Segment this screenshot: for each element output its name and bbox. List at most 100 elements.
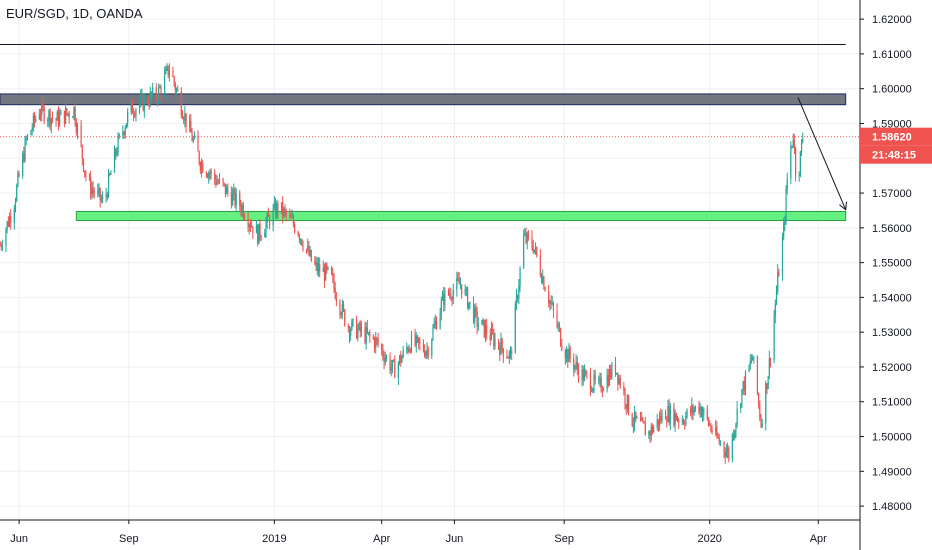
candle-up	[742, 381, 744, 390]
candle-up	[272, 208, 274, 226]
candle-up	[367, 332, 370, 334]
candle-down	[373, 338, 376, 348]
candle-down	[99, 188, 101, 201]
candle-down	[673, 405, 675, 426]
candle-up	[500, 338, 502, 355]
candle-up	[534, 246, 537, 250]
candle-series	[0, 63, 804, 464]
candle-up	[592, 388, 594, 392]
candle-up	[441, 293, 444, 301]
candle-down	[564, 350, 566, 359]
candle-down	[644, 423, 646, 436]
candle-up	[768, 358, 770, 377]
candle-down	[75, 123, 77, 133]
candle-down	[316, 262, 318, 272]
candle-down	[418, 337, 420, 343]
candle-up	[315, 262, 317, 265]
candle-up	[767, 376, 769, 389]
candle-down	[285, 210, 287, 215]
candle-down	[732, 434, 735, 439]
candle-down	[743, 381, 745, 391]
candle-down	[267, 213, 269, 217]
candle-down	[88, 177, 91, 179]
candle-down	[690, 409, 692, 414]
candle-up	[641, 418, 643, 421]
candle-down	[649, 431, 651, 436]
candle-up	[210, 170, 212, 174]
candle-down	[10, 216, 12, 223]
candle-down	[643, 421, 645, 424]
y-tick-label: 1.55000	[872, 258, 912, 270]
candle-up	[98, 188, 100, 191]
candle-down	[552, 303, 555, 311]
candle-up	[291, 217, 293, 219]
drawing-lines[interactable]	[0, 44, 847, 211]
candle-down	[422, 343, 425, 351]
candle-up	[264, 232, 266, 238]
candle-up	[799, 151, 801, 175]
candle-down	[173, 76, 175, 84]
candle-down	[148, 103, 150, 106]
resistance-zone[interactable]	[0, 93, 847, 106]
candle-down	[147, 97, 149, 104]
candle-up	[341, 303, 343, 316]
candle-down	[610, 369, 612, 378]
candle-down	[666, 419, 668, 422]
candle-down	[539, 255, 541, 276]
y-tick-label: 1.49000	[872, 466, 912, 478]
candle-up	[276, 202, 278, 217]
y-tick-label: 1.57000	[872, 188, 912, 200]
candle-down	[301, 239, 303, 245]
candle-up	[425, 351, 427, 357]
candle-down	[716, 427, 718, 437]
candle-up	[449, 293, 451, 295]
candle-down	[458, 279, 460, 285]
candle-down	[359, 322, 361, 332]
candle-up	[73, 107, 75, 118]
x-tick-label: 2020	[697, 533, 721, 545]
candle-down	[728, 448, 730, 459]
y-tick-label: 1.54000	[872, 292, 912, 304]
candle-down	[222, 178, 224, 184]
candle-down	[624, 390, 626, 405]
candle-up	[60, 110, 62, 115]
candle-up	[141, 94, 143, 97]
candle-up	[350, 329, 352, 336]
candle-up	[390, 367, 392, 371]
candle-up	[477, 324, 479, 327]
candle-down	[532, 246, 534, 253]
candle-up	[469, 301, 471, 303]
forecast-arrow[interactable]	[797, 97, 847, 210]
x-tick-label: 2019	[262, 533, 286, 545]
candle-up	[734, 430, 736, 439]
candle-up	[184, 113, 186, 121]
candle-up	[802, 138, 804, 142]
axes[interactable]: 1.620001.610001.600001.590001.580001.570…	[0, 0, 912, 550]
candle-up	[130, 101, 132, 112]
candle-up	[551, 303, 553, 305]
candle-down	[23, 153, 25, 161]
candle-down	[305, 249, 308, 251]
candle-down	[558, 325, 561, 329]
candle-up	[72, 117, 74, 119]
candle-up	[701, 413, 704, 417]
support-zone[interactable]	[75, 210, 847, 222]
candle-up	[22, 153, 24, 177]
candle-down	[123, 132, 125, 135]
bar-countdown: 21:48:15	[872, 150, 916, 162]
forecast-arrow-head[interactable]	[839, 201, 847, 211]
candle-down	[81, 145, 83, 159]
candle-down	[180, 90, 182, 115]
candle-down	[85, 173, 87, 178]
candle-up	[391, 360, 394, 368]
candle-down	[794, 148, 797, 176]
candle-down	[230, 192, 233, 206]
candle-up	[482, 319, 484, 321]
candle-up	[415, 335, 417, 346]
drawing-zones[interactable]	[0, 93, 847, 222]
candle-down	[544, 288, 546, 292]
candle-down	[82, 158, 85, 171]
candle-up	[116, 152, 118, 156]
candle-up	[149, 92, 151, 106]
